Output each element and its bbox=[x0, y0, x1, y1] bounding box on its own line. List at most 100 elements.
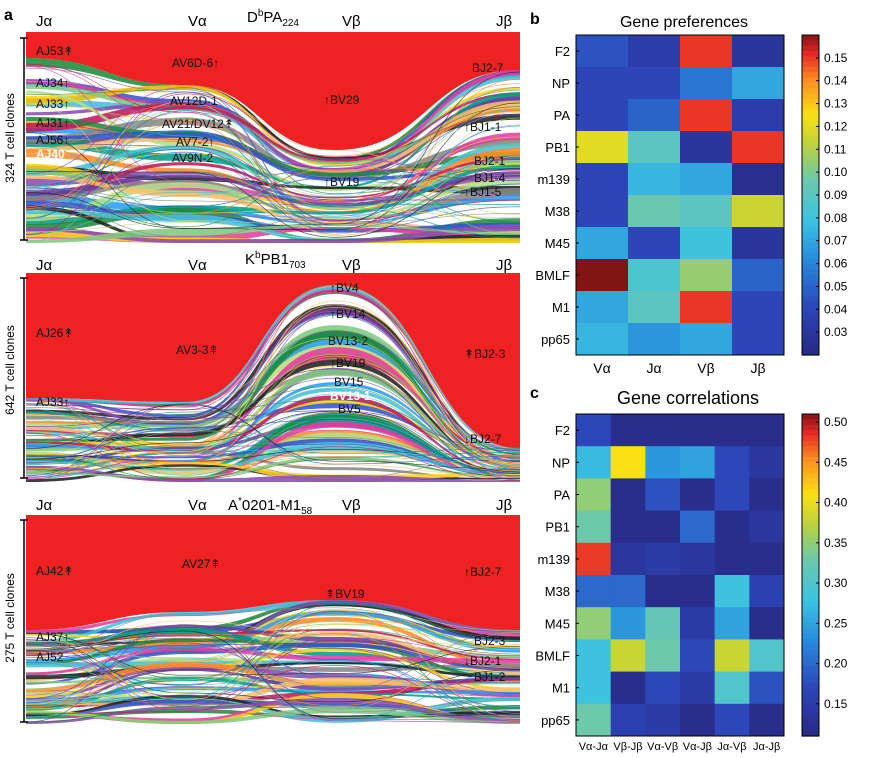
colorbar-segment bbox=[802, 435, 819, 442]
heatmap-cell bbox=[714, 446, 750, 479]
colorbar-segment bbox=[802, 125, 819, 132]
alluvial-line bbox=[25, 453, 521, 478]
heatmap-cell bbox=[680, 195, 733, 228]
heatmap-cell bbox=[714, 703, 750, 737]
colorbar-segment bbox=[802, 440, 819, 447]
colorbar-segment bbox=[802, 312, 819, 319]
alluvial-line bbox=[25, 67, 521, 180]
alluvial-band bbox=[26, 617, 520, 668]
segment-label: AV21/DV12↟ bbox=[162, 117, 234, 131]
row-label: F2 bbox=[555, 44, 570, 59]
colorbar-segment bbox=[802, 205, 819, 212]
colorbar-segment bbox=[802, 163, 819, 169]
colorbar-segment bbox=[802, 45, 819, 52]
alluvial-band bbox=[26, 58, 520, 161]
alluvial-line bbox=[25, 101, 521, 236]
alluvial-line bbox=[25, 607, 521, 668]
colorbar-segment bbox=[802, 693, 819, 700]
row-label: M45 bbox=[545, 616, 570, 631]
alluvial-line bbox=[25, 292, 521, 464]
heatmap-cell bbox=[680, 510, 716, 544]
colorbar-segment bbox=[802, 644, 819, 651]
alluvial-line bbox=[25, 634, 521, 693]
column-label: Jα-Jβ bbox=[753, 741, 780, 753]
heatmap-cell bbox=[610, 607, 646, 640]
panel-c-letter: c bbox=[530, 385, 539, 402]
significance-arrow: ↑ bbox=[464, 185, 470, 199]
colorbar-segment bbox=[802, 601, 819, 608]
colorbar-segment bbox=[802, 216, 819, 223]
segment-label: AJ42↟ bbox=[36, 564, 73, 578]
colorbar-tick-label: 0.15 bbox=[824, 51, 848, 65]
segment-label: AV12D-1 bbox=[170, 94, 218, 108]
column-label-jb: Jβ bbox=[496, 497, 513, 514]
heatmap-cell bbox=[576, 575, 612, 608]
row-label: m139 bbox=[537, 172, 570, 187]
colorbar-segment bbox=[802, 339, 819, 345]
colorbar-segment bbox=[802, 189, 819, 196]
column-label-jb: Jβ bbox=[496, 257, 513, 274]
colorbar-tick-label: 0.12 bbox=[824, 119, 848, 133]
colorbar-segment bbox=[802, 499, 819, 506]
heatmap-c-title: Gene correlations bbox=[617, 388, 759, 408]
colorbar-segment bbox=[802, 591, 819, 598]
segment-label: AV6D-6↑ bbox=[172, 56, 219, 70]
colorbar-segment bbox=[802, 542, 819, 549]
alluvial-line bbox=[25, 642, 521, 721]
colorbar-segment bbox=[802, 184, 819, 191]
colorbar-segment bbox=[802, 280, 819, 287]
alluvial-line bbox=[25, 125, 521, 217]
colorbar-segment bbox=[802, 537, 819, 544]
colorbar-segment bbox=[802, 40, 819, 47]
heatmap-cell bbox=[576, 478, 612, 512]
heatmap-cell bbox=[645, 607, 681, 640]
colorbar-segment bbox=[802, 719, 819, 726]
colorbar-segment bbox=[802, 478, 819, 485]
heatmap-cell bbox=[680, 163, 733, 196]
column-label: Vα-Jα bbox=[579, 741, 609, 753]
heatmap-cell bbox=[749, 478, 785, 512]
colorbar-segment bbox=[802, 227, 819, 233]
row-label: NP bbox=[552, 455, 570, 470]
heatmap-cell bbox=[680, 478, 716, 512]
alluvial-band bbox=[26, 677, 520, 707]
alluvial-band bbox=[26, 647, 520, 675]
colorbar-segment bbox=[802, 639, 819, 646]
heatmap-cell bbox=[749, 542, 785, 576]
alluvial-line bbox=[25, 623, 521, 690]
row-label: F2 bbox=[555, 423, 570, 438]
heatmap-cell bbox=[576, 195, 629, 228]
segment-label: ↑BJ1-1 bbox=[464, 120, 502, 134]
heatmap-cell bbox=[628, 259, 681, 292]
heatmap-frame bbox=[575, 34, 785, 356]
row-label: PA bbox=[554, 108, 571, 123]
alluvial-band bbox=[26, 662, 520, 694]
colorbar-tick-label: 0.07 bbox=[824, 234, 848, 248]
heatmap-cell bbox=[576, 67, 629, 100]
colorbar-segment bbox=[802, 725, 819, 732]
colorbar-segment bbox=[802, 72, 819, 79]
column-label-vb: Vβ bbox=[342, 13, 361, 30]
alluvial-line bbox=[25, 285, 521, 466]
colorbar-segment bbox=[802, 612, 819, 619]
alluvial-line bbox=[25, 353, 521, 466]
alluvial-line bbox=[25, 455, 521, 480]
significance-arrow: ↓ bbox=[464, 654, 470, 668]
significance-arrow: ↟ bbox=[63, 44, 73, 58]
colorbar-segment bbox=[802, 109, 819, 116]
colorbar-segment bbox=[802, 243, 819, 249]
heatmap-cell bbox=[732, 323, 785, 356]
colorbar-segment bbox=[802, 56, 819, 63]
alluvial-band bbox=[26, 642, 520, 685]
heatmap-cell bbox=[576, 510, 612, 544]
alluvial-dominant-band bbox=[26, 32, 520, 150]
heatmap-cell bbox=[645, 639, 681, 673]
y-axis-label: 642 T cell clones bbox=[3, 325, 17, 415]
heatmap-cell bbox=[732, 291, 785, 324]
colorbar-tick-label: 0.10 bbox=[824, 165, 848, 179]
alluvial-line bbox=[25, 80, 521, 215]
colorbar-tick-label: 0.09 bbox=[824, 188, 848, 202]
colorbar-tick-label: 0.40 bbox=[824, 496, 848, 510]
heatmap-cell bbox=[610, 639, 646, 673]
alluvial-line bbox=[25, 637, 521, 713]
